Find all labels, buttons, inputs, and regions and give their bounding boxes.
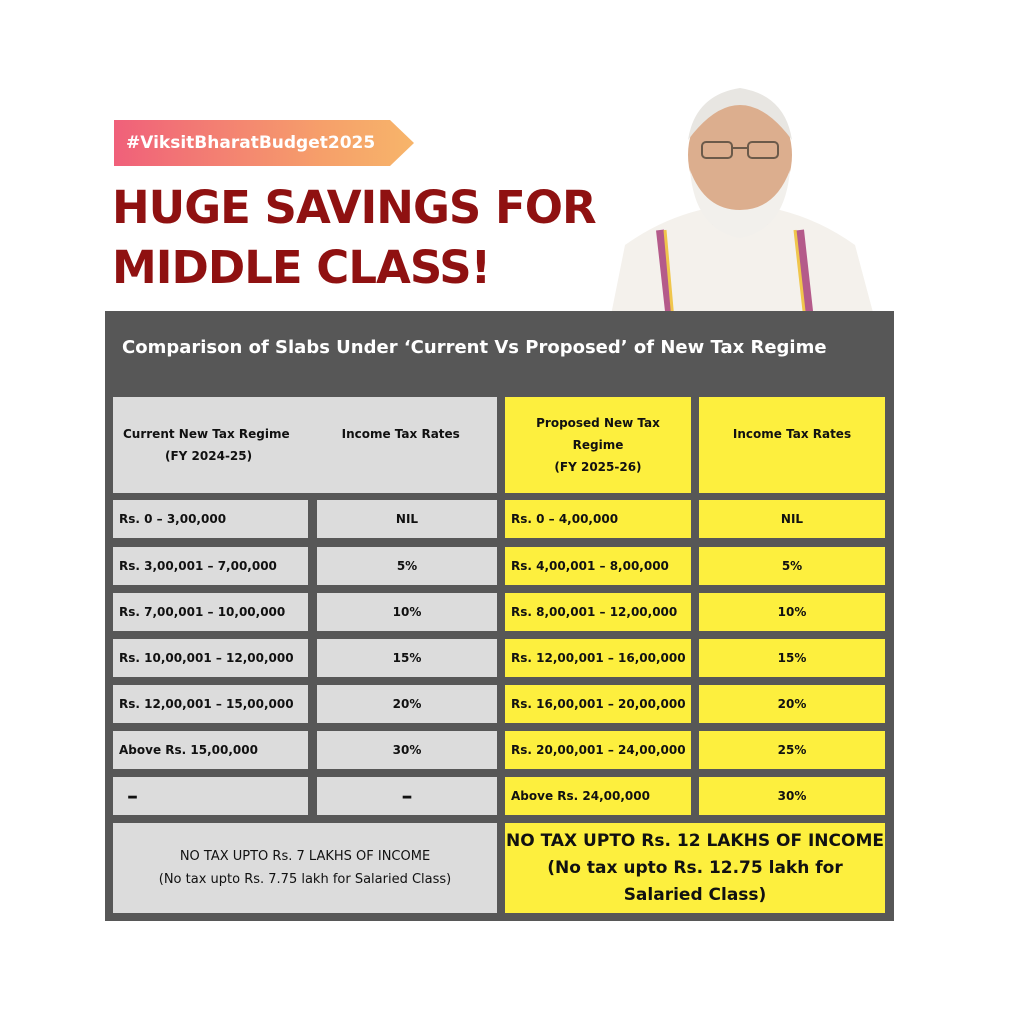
current-rate-1: 5% — [317, 547, 497, 585]
proposed-rates-label: Income Tax Rates — [732, 427, 852, 441]
proposed-summary: NO TAX UPTO Rs. 12 LAKHS OF INCOME (No t… — [505, 823, 885, 913]
table-title: Comparison of Slabs Under ‘Current Vs Pr… — [122, 337, 827, 358]
current-regime-header: Current New Tax Regime (FY 2024-25) Inco… — [113, 397, 497, 493]
proposed-rates-header: Income Tax Rates — [699, 397, 885, 493]
current-slab-3: Rs. 10,00,001 – 12,00,000 — [113, 639, 308, 677]
tax-comparison-table: Comparison of Slabs Under ‘Current Vs Pr… — [105, 311, 894, 921]
proposed-rate-3: 15% — [699, 639, 885, 677]
current-summary-main: NO TAX UPTO Rs. 7 LAKHS OF INCOME — [179, 849, 431, 864]
current-slab-0: Rs. 0 – 3,00,000 — [113, 500, 308, 538]
proposed-regime-header: Proposed New Tax Regime (FY 2025-26) — [505, 397, 691, 493]
current-slab-4: Rs. 12,00,001 – 15,00,000 — [113, 685, 308, 723]
proposed-slab-2: Rs. 8,00,001 – 12,00,000 — [505, 593, 691, 631]
proposed-summary-note-1: (No tax upto Rs. 12.75 lakh for — [547, 857, 843, 878]
current-rate-5: 30% — [317, 731, 497, 769]
proposed-slab-0: Rs. 0 – 4,00,000 — [505, 500, 691, 538]
headline: HUGE SAVINGS FOR MIDDLE CLASS! — [112, 178, 597, 298]
current-regime-title: Current New Tax Regime — [123, 427, 290, 441]
current-slab-6: – — [113, 777, 308, 815]
current-slab-5: Above Rs. 15,00,000 — [113, 731, 308, 769]
current-rate-4: 20% — [317, 685, 497, 723]
current-rate-0: NIL — [317, 500, 497, 538]
current-slab-2: Rs. 7,00,001 – 10,00,000 — [113, 593, 308, 631]
proposed-slab-4: Rs. 16,00,001 – 20,00,000 — [505, 685, 691, 723]
proposed-regime-subtitle: Regime — [572, 438, 624, 452]
proposed-rate-4: 20% — [699, 685, 885, 723]
proposed-summary-main: NO TAX UPTO Rs. 12 LAKHS OF INCOME — [506, 830, 884, 851]
proposed-slab-1: Rs. 4,00,001 – 8,00,000 — [505, 547, 691, 585]
current-rates-header: Income Tax Rates — [341, 427, 460, 441]
proposed-rate-6: 30% — [699, 777, 885, 815]
proposed-rate-1: 5% — [699, 547, 885, 585]
hashtag-text: #ViksitBharatBudget2025 — [126, 133, 376, 153]
proposed-regime-year: (FY 2025-26) — [554, 460, 642, 474]
current-rate-6: – — [317, 777, 497, 815]
proposed-rate-0: NIL — [699, 500, 885, 538]
current-rate-3: 15% — [317, 639, 497, 677]
proposed-summary-note-2: Salaried Class) — [623, 884, 767, 905]
current-slab-1: Rs. 3,00,001 – 7,00,000 — [113, 547, 308, 585]
portrait-photo — [610, 88, 875, 320]
proposed-rate-5: 25% — [699, 731, 885, 769]
proposed-regime-title: Proposed New Tax — [536, 416, 660, 430]
proposed-rate-2: 10% — [699, 593, 885, 631]
proposed-slab-5: Rs. 20,00,001 – 24,00,000 — [505, 731, 691, 769]
headline-line-1: HUGE SAVINGS FOR — [112, 181, 597, 234]
proposed-slab-6: Above Rs. 24,00,000 — [505, 777, 691, 815]
hashtag-banner: #ViksitBharatBudget2025 — [114, 120, 414, 166]
headline-line-2: MIDDLE CLASS! — [112, 241, 491, 294]
current-summary: NO TAX UPTO Rs. 7 LAKHS OF INCOME (No ta… — [113, 823, 497, 913]
proposed-slab-3: Rs. 12,00,001 – 16,00,000 — [505, 639, 691, 677]
current-regime-year: (FY 2024-25) — [165, 449, 253, 463]
current-rate-2: 10% — [317, 593, 497, 631]
current-summary-note: (No tax upto Rs. 7.75 lakh for Salaried … — [158, 872, 452, 887]
